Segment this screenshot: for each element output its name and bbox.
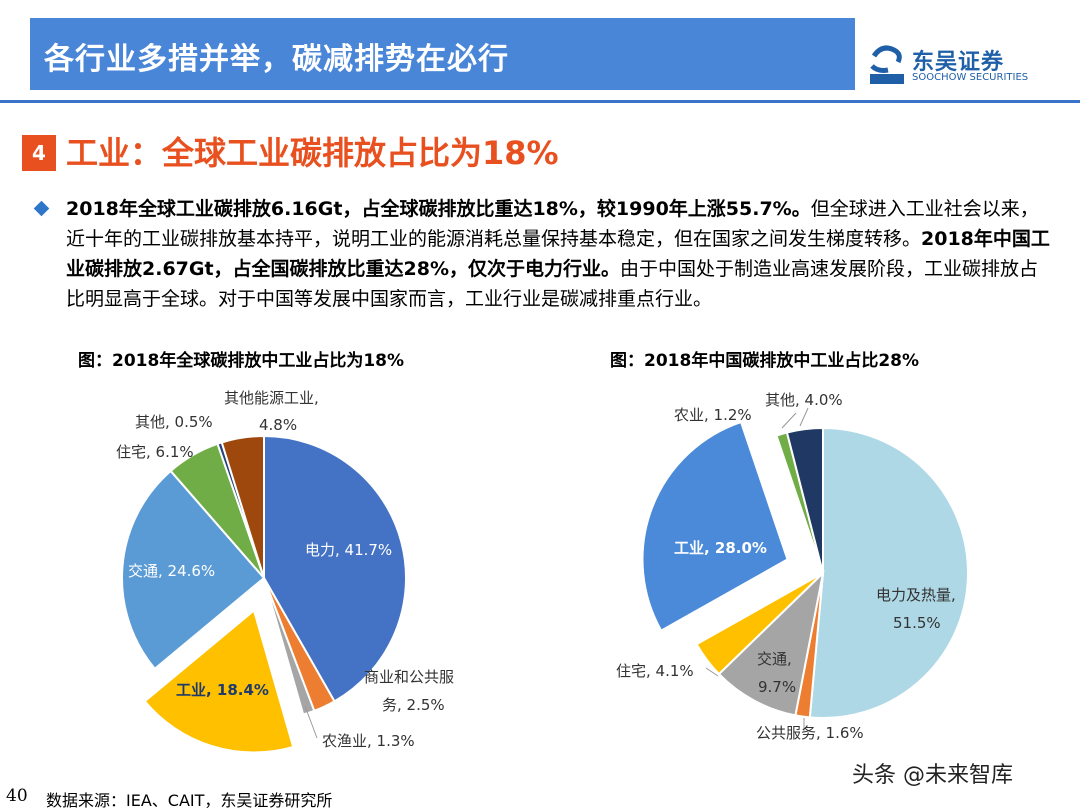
- global-slice-2: [263, 577, 316, 716]
- company-logo: 东吴证券 SOOCHOW SECURITIES: [868, 42, 1048, 92]
- header-divider: [0, 100, 1080, 103]
- data-source: 数据来源：IEA、CAIT，东吴证券研究所: [46, 791, 333, 810]
- global-slice-6: [216, 441, 265, 579]
- label-global-other-energy-2: 4.8%: [259, 416, 298, 434]
- label-leader-lines: [304, 407, 809, 739]
- label-global-industry: 工业, 18.4%: [176, 681, 269, 699]
- pie-chart-global: [121, 434, 407, 754]
- label-china-other: 其他, 4.0%: [765, 391, 843, 409]
- paragraph-text-1: 但全球进入工业社会以来，近十年的工业碳排放基本持平，说明工业的能源消耗总量保持基…: [66, 198, 1039, 250]
- label-china-public: 公共服务, 1.6%: [756, 724, 864, 742]
- label-china-transport-2: 9.7%: [758, 678, 797, 696]
- label-global-agri: 农渔业, 1.3%: [322, 732, 415, 750]
- diamond-bullet-icon: [33, 200, 50, 217]
- label-global-commercial-2: 务, 2.5%: [382, 696, 445, 714]
- label-china-residential: 住宅, 4.1%: [616, 662, 694, 680]
- label-global-other-energy-1: 其他能源工业,: [224, 389, 319, 407]
- summary-paragraph: 2018年全球工业碳排放6.16Gt，占全球碳排放比重达18%，较1990年上涨…: [66, 194, 1052, 314]
- label-china-power-2: 51.5%: [893, 614, 941, 632]
- section-title: 工业：全球工业碳排放占比为18%: [66, 134, 559, 172]
- label-china-agri: 农业, 1.2%: [674, 406, 752, 424]
- leader-line-2: [799, 407, 809, 427]
- paragraph-highlight-1: 2018年全球工业碳排放6.16Gt，占全球碳排放比重达18%，较1990年上涨…: [66, 198, 811, 220]
- label-global-other: 其他, 0.5%: [135, 413, 213, 431]
- china-slice-6: [785, 426, 824, 574]
- logo-chinese-name: 东吴证券: [912, 50, 1005, 75]
- china-slice-1: [794, 572, 824, 719]
- label-global-residential: 住宅, 6.1%: [116, 443, 194, 461]
- global-slice-1: [263, 577, 336, 713]
- label-china-power-1: 电力及热量,: [876, 586, 956, 604]
- china-slice-5: [775, 431, 824, 574]
- china-slice-0: [808, 426, 969, 719]
- paragraph-text-2: 由于中国处于制造业高速发展阶段，工业碳排放占比明显高于全球。对于中国等发展中国家…: [66, 258, 1039, 310]
- label-global-commercial-1: 商业和公共服: [364, 668, 455, 686]
- section-number-badge: 4: [22, 135, 56, 171]
- scs-logo-icon: [870, 45, 904, 84]
- label-china-transport-1: 交通,: [757, 650, 792, 668]
- global-slice-7: [220, 434, 265, 579]
- logo-english-name: SOOCHOW SECURITIES: [912, 72, 1029, 83]
- chart-title-global: 图：2018年全球碳排放中工业占比为18%: [78, 351, 405, 371]
- watermark: 头条 @未来智库: [852, 763, 1013, 788]
- paragraph-highlight-2: 2018年中国工业碳排放2.67Gt，占全国碳排放比重达28%，仅次于电力行业。: [66, 228, 1050, 280]
- page-number: 40: [6, 786, 28, 806]
- label-global-power: 电力, 41.7%: [305, 541, 393, 559]
- label-china-industry: 工业, 28.0%: [674, 539, 767, 557]
- leader-line-0: [304, 705, 318, 739]
- leader-line-3: [705, 667, 719, 677]
- header-bar: 各行业多措并举，碳减排势在必行: [30, 18, 855, 90]
- chart-title-china: 图：2018年中国碳排放中工业占比28%: [610, 351, 920, 371]
- china-slice-4: [641, 420, 789, 632]
- label-global-transport: 交通, 24.6%: [128, 562, 216, 580]
- leader-line-1: [781, 412, 797, 429]
- global-slice-0: [263, 434, 407, 703]
- global-slice-5: [169, 442, 265, 579]
- page-title: 各行业多措并举，碳减排势在必行: [44, 42, 509, 77]
